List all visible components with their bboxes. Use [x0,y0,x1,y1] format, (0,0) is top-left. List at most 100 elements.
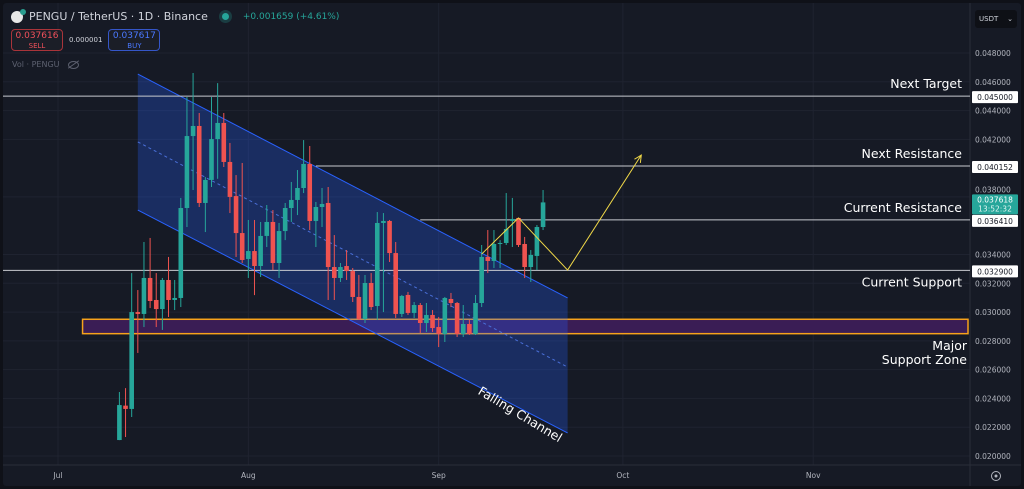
eye-hidden-icon[interactable] [67,60,79,69]
candle [233,175,239,257]
projection-path[interactable] [481,154,642,271]
chart-window: Jul Aug Sep Oct Nov Next Target Next Resistanc… [3,3,1021,486]
candle [289,181,294,222]
candle-body [264,221,270,236]
candle-body [332,267,337,278]
candle [172,279,177,311]
candle [190,73,196,191]
candle [534,224,540,271]
candle-body [399,295,405,314]
candle [332,235,337,300]
candle-body [491,243,497,261]
level-label: Current Support [862,274,962,289]
level-price-tag [972,160,1018,173]
time-tick-label: Nov [806,471,821,480]
candle-body [448,298,454,304]
candle-body [160,279,165,310]
candle [344,250,349,280]
candle-body [393,253,398,314]
bar-countdown-label: 13:52:32 [978,204,1012,213]
volume-indicator[interactable]: Vol · PENGU [12,60,79,69]
candle-body [374,222,380,307]
candle-body [479,256,484,304]
price-tick-label: 0.020000 [975,452,1011,461]
candle-body [528,254,534,268]
settings-gear-icon[interactable] [991,471,1001,481]
candle-body [344,266,349,272]
sell-button[interactable]: 0.037616 SELL [11,29,63,51]
candle [510,197,515,248]
major-support-zone[interactable] [81,318,969,335]
candle [135,290,141,353]
candle [411,301,417,318]
falling-channel[interactable] [137,74,568,433]
candle-body [460,324,466,334]
price-tick-label: 0.026000 [975,366,1011,375]
time-tick-label: Jul [52,471,62,480]
candle [467,319,472,335]
candle [491,230,497,269]
currency-select[interactable]: USDT ⌄ [975,10,1017,28]
candle [264,204,270,248]
price-tick-label: 0.030000 [975,308,1011,317]
candle [356,274,362,320]
channel-lower-line[interactable] [137,209,568,434]
candle-body [141,277,147,314]
candle-body [411,305,417,313]
candle-body [295,188,300,200]
candle-body [258,235,263,267]
price-tick-label: 0.034000 [975,251,1011,260]
candle-body [387,220,392,254]
candle [270,210,276,271]
candle [516,217,521,248]
candle-body [368,283,374,308]
candle-body [313,207,319,221]
level-label: Current Resistance [844,200,963,215]
buy-price: 0.037617 [112,31,156,41]
candle [203,177,208,233]
price-chart[interactable]: Jul Aug Sep Oct Nov Next Target Next Resistanc… [3,3,1021,486]
candle-body [252,251,257,267]
candle-body [153,299,159,310]
candle-body [129,312,134,409]
price-tick-label: 0.032000 [975,279,1011,288]
candle-body [467,324,472,334]
candle [387,219,392,262]
candle [399,294,405,317]
candle-body [184,136,190,209]
price-tick-label: 0.042000 [975,135,1011,144]
price-tick-label: 0.024000 [975,394,1011,403]
pengu-logo-icon [11,8,26,23]
symbol-title[interactable]: PENGU / TetherUS · 1D · Binance [29,10,208,23]
candle [196,113,202,208]
candle [338,262,343,282]
candle-body [510,218,515,221]
time-tick-label: Oct [616,471,629,480]
chevron-down-icon: ⌄ [1007,15,1013,23]
candle [227,142,233,214]
level-price-label: 0.045000 [977,93,1013,102]
candle [313,201,319,248]
candle-body [497,242,503,244]
candle-body [270,221,276,263]
level-price-label: 0.032900 [977,267,1013,276]
level-price-tag [972,214,1018,227]
price-tick-label: 0.038000 [975,185,1011,194]
candle [117,391,122,441]
candle-body [246,251,251,259]
candle [454,301,460,337]
candle-body [381,220,386,223]
candle-body [540,202,546,228]
candle-body [454,303,460,334]
buy-button[interactable]: 0.037617 BUY [108,29,161,51]
candle [460,305,466,337]
candle-body [135,312,141,314]
trade-panel: 0.037616 SELL 0.000001 0.037617 BUY [11,29,161,51]
level-label: Next Resistance [862,146,963,161]
candle-body [307,163,313,221]
candle [528,250,534,282]
price-tick-label: 0.046000 [975,78,1011,87]
buy-label: BUY [127,42,142,50]
candle [350,268,356,302]
price-tick-label: 0.048000 [975,49,1011,58]
